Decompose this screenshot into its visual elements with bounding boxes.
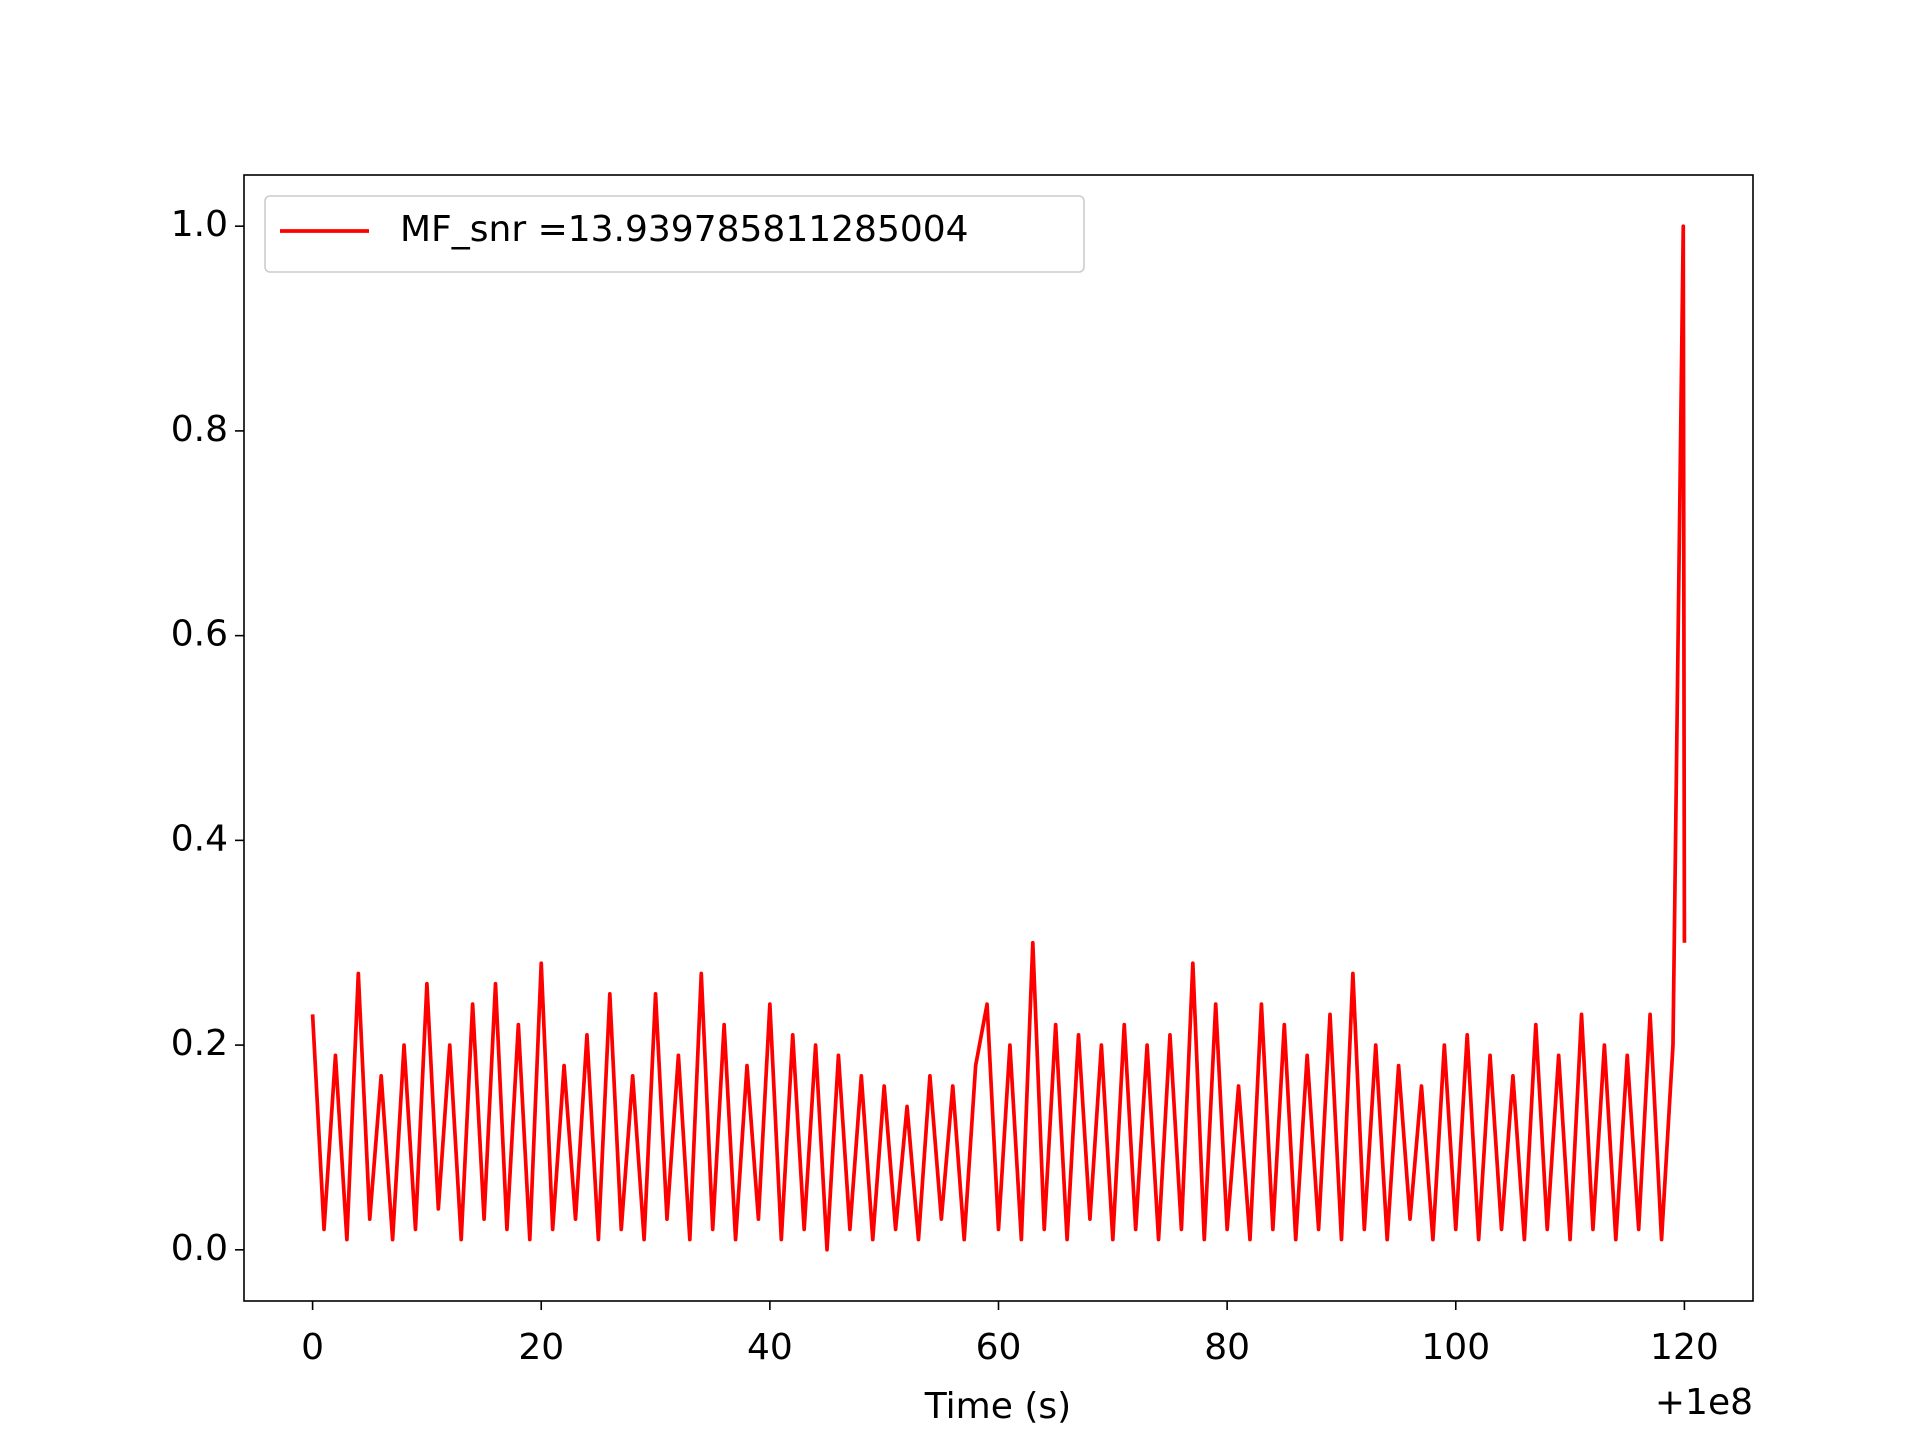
y-tick-label: 0.8 <box>171 409 228 450</box>
x-tick-label: 120 <box>1650 1327 1719 1368</box>
x-tick-label: 80 <box>1204 1327 1250 1368</box>
y-tick-label: 0.6 <box>171 614 228 655</box>
x-tick-label: 40 <box>747 1327 793 1368</box>
x-axis-label: Time (s) <box>924 1386 1071 1427</box>
y-tick-label: 0.0 <box>171 1228 228 1269</box>
legend-label: MF_snr =13.939785811285004 <box>400 209 969 250</box>
legend-box <box>264 195 1085 273</box>
data-line <box>310 224 1687 1252</box>
y-tick-label: 1.0 <box>171 204 228 245</box>
x-offset-label: +1e8 <box>1655 1382 1753 1423</box>
y-tick-label: 0.2 <box>171 1023 228 1064</box>
x-tick-label: 60 <box>976 1327 1022 1368</box>
x-tick-label: 20 <box>518 1327 564 1368</box>
axes-frame <box>243 174 1754 1302</box>
x-tick-label: 0 <box>301 1327 324 1368</box>
x-tick-label: 100 <box>1421 1327 1490 1368</box>
y-tick-label: 0.4 <box>171 818 228 859</box>
